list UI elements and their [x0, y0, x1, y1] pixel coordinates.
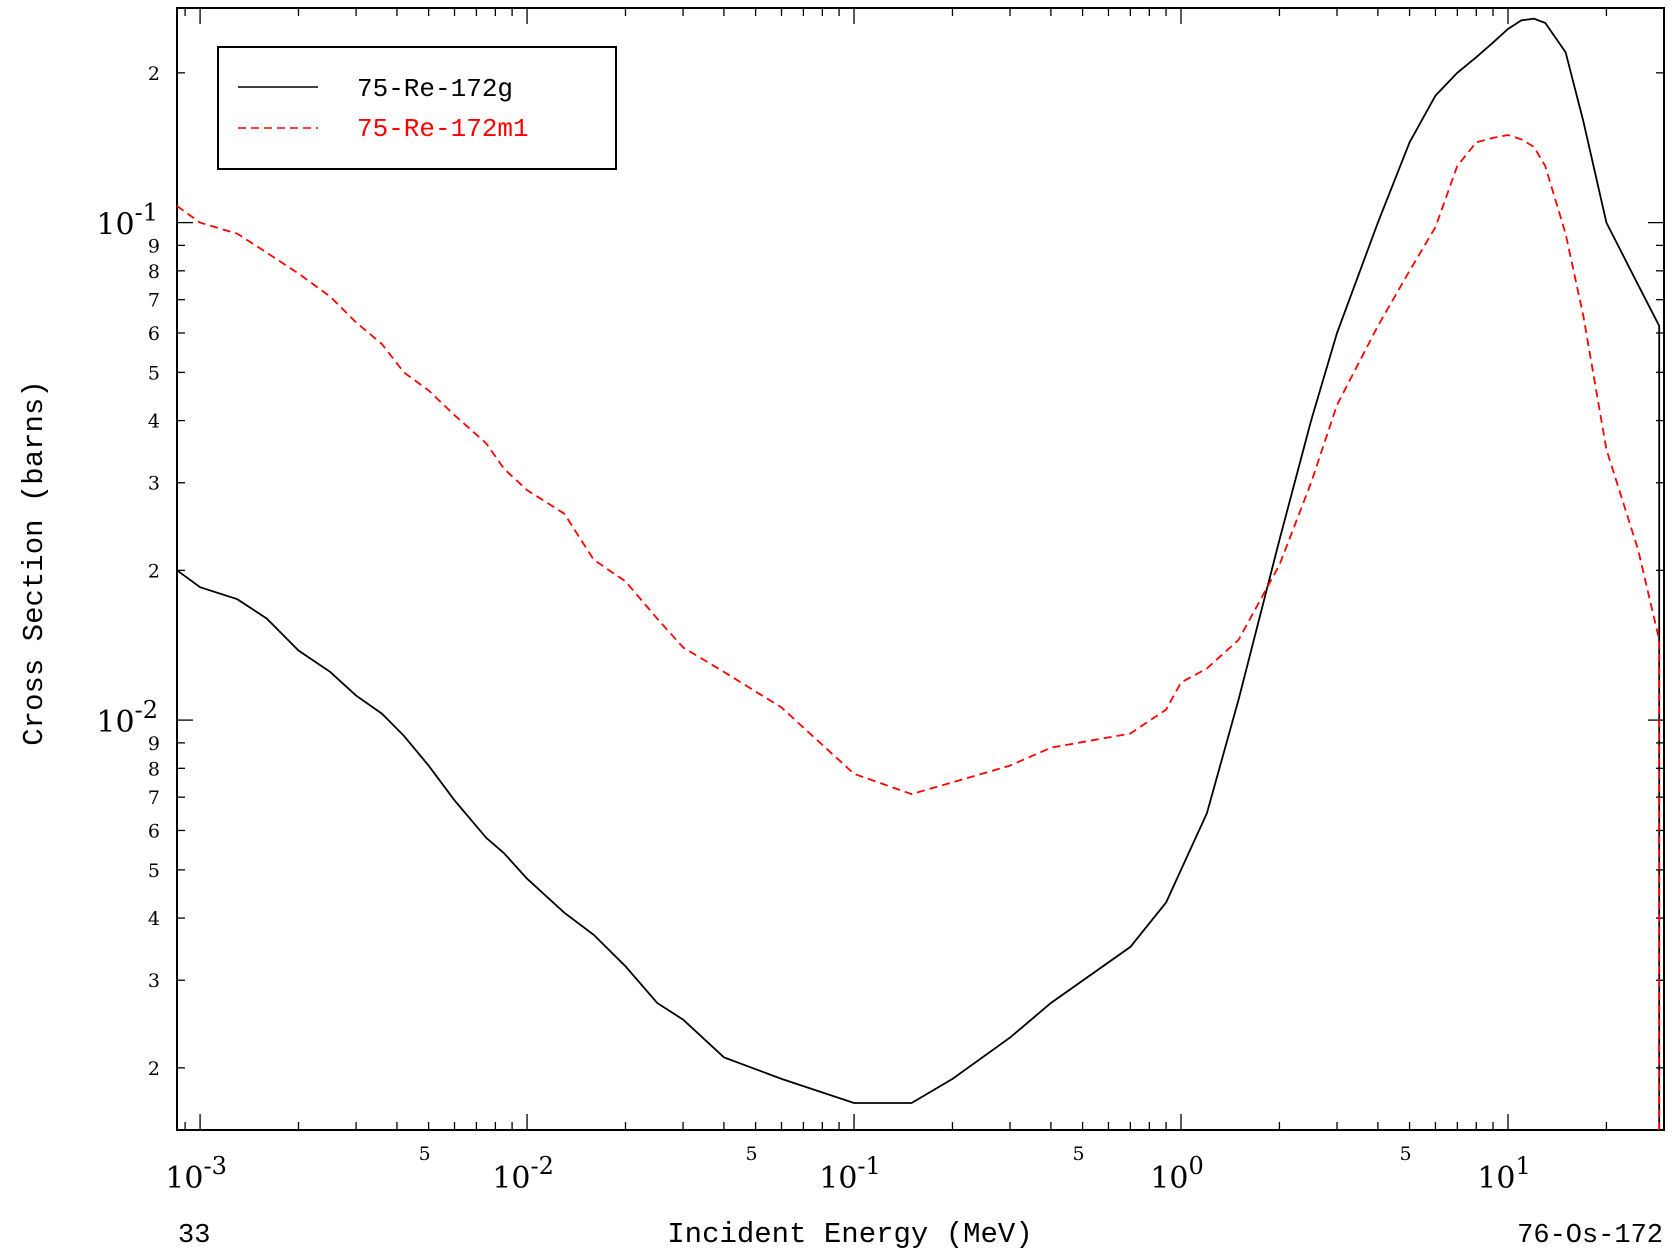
y-tick-label: 6: [148, 323, 160, 345]
legend-box: [217, 46, 617, 170]
series-line-0: [176, 17, 1661, 1130]
y-tick-label: 2: [148, 560, 160, 582]
y-tick-label: 2: [148, 63, 160, 85]
series-lines: [176, 17, 1661, 1130]
y-tick-label: 4: [148, 411, 160, 433]
x-tick-label: 10-1: [819, 1152, 881, 1196]
x-tick-label: 100: [1150, 1152, 1203, 1196]
x-tick-label: 5: [746, 1143, 758, 1165]
y-axis-title: Cross Section (barns): [18, 380, 51, 745]
x-tick-label: 5: [1400, 1143, 1412, 1165]
y-tick-label: 5: [148, 860, 160, 882]
legend-label-re172m1: 75-Re-172m1: [357, 114, 529, 144]
y-tick-label: 2: [148, 1058, 160, 1080]
footer-right-label: 76-Os-172: [1517, 1221, 1663, 1251]
y-tick-label: 7: [148, 290, 160, 312]
x-tick-label: 5: [419, 1143, 431, 1165]
x-tick-label: 10-2: [492, 1152, 554, 1196]
y-tick-label: 3: [148, 473, 160, 495]
y-tick-label: 6: [148, 820, 160, 842]
x-axis-title: Incident Energy (MeV): [667, 1218, 1032, 1251]
y-tick-label: 7: [148, 787, 160, 809]
y-tick-label: 4: [148, 908, 160, 930]
y-tick-label: 9: [148, 733, 160, 755]
series-line-1: [176, 134, 1661, 1130]
y-tick-label: 8: [148, 758, 160, 780]
y-tick-label: 3: [148, 970, 160, 992]
x-tick-label: 101: [1477, 1152, 1530, 1196]
y-tick-label: 10-1: [96, 199, 158, 243]
y-tick-label: 5: [148, 362, 160, 384]
legend-label-re172g: 75-Re-172g: [357, 74, 513, 104]
legend: 75-Re-172g 75-Re-172m1: [217, 46, 617, 170]
y-tick-label: 9: [148, 235, 160, 257]
plot-area: [176, 7, 1665, 1131]
x-tick-label: 10-3: [165, 1152, 227, 1196]
x-axis-ticks: 10-3 5 10-2 5 10-1 5 100 5 101: [165, 8, 1665, 1196]
y-tick-label: 8: [148, 261, 160, 283]
y-tick-label: 10-2: [96, 696, 158, 740]
x-tick-label: 5: [1073, 1143, 1085, 1165]
footer-left-label: 33: [178, 1221, 210, 1251]
